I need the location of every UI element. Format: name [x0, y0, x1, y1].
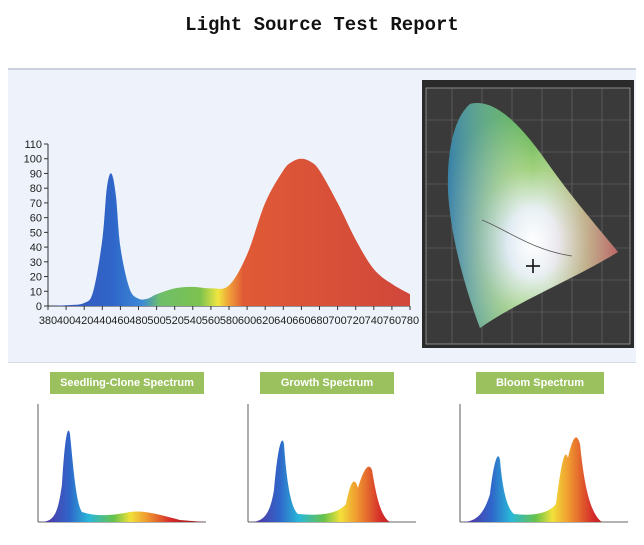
x-tick-label: 740: [365, 315, 383, 327]
y-tick-label: 10: [30, 286, 42, 298]
y-tick-label: 90: [30, 168, 42, 180]
x-tick-label: 720: [347, 315, 365, 327]
x-tick-label: 380: [39, 315, 57, 327]
y-tick-label: 0: [36, 301, 42, 313]
cie-chromaticity-icon: [425, 87, 631, 345]
y-tick-label: 70: [30, 198, 42, 210]
x-tick-label: 560: [202, 315, 220, 327]
seedling-clone-spectrum-chart: [37, 404, 206, 523]
x-tick-label: 680: [310, 315, 328, 327]
y-tick-label: 20: [30, 272, 42, 284]
y-tick-label: 40: [30, 242, 42, 254]
report-title: Light Source Test Report: [185, 14, 459, 36]
x-tick-label: 500: [147, 315, 165, 327]
bloom-badge: Bloom Spectrum: [476, 372, 604, 394]
y-tick-label: 30: [30, 257, 42, 269]
x-tick-label: 400: [57, 315, 75, 327]
y-tick-label: 110: [24, 139, 42, 151]
x-tick-label: 420: [75, 315, 93, 327]
y-tick-label: 100: [24, 154, 42, 166]
x-tick-label: 700: [328, 315, 346, 327]
bloom-spectrum-chart: [459, 404, 628, 523]
cie-diagram: [422, 80, 634, 348]
x-tick-label: 520: [166, 315, 184, 327]
spectrum-area: [48, 158, 410, 306]
x-tick-label: 440: [93, 315, 111, 327]
y-tick-label: 80: [30, 183, 42, 195]
x-tick-label: 780: [401, 315, 419, 327]
growth-badge: Growth Spectrum: [260, 372, 394, 394]
seedling-clone-badge: Seedling-Clone Spectrum: [50, 372, 204, 394]
spectral-power-chart: 0 10 20 30 40 50 60 70 80 90 100 110 380 400 420 440 460…: [24, 139, 420, 327]
x-tick-label: 640: [274, 315, 292, 327]
y-tick-label: 50: [30, 227, 42, 239]
x-tick-label: 620: [256, 315, 274, 327]
x-tick-label: 660: [292, 315, 310, 327]
x-tick-label: 460: [111, 315, 129, 327]
growth-spectrum-chart: [247, 404, 416, 523]
x-tick-label: 760: [383, 315, 401, 327]
x-tick-label: 480: [129, 315, 147, 327]
x-tick-label: 580: [220, 315, 238, 327]
x-tick-label: 600: [238, 315, 256, 327]
y-tick-label: 60: [30, 213, 42, 225]
x-tick-label: 540: [184, 315, 202, 327]
